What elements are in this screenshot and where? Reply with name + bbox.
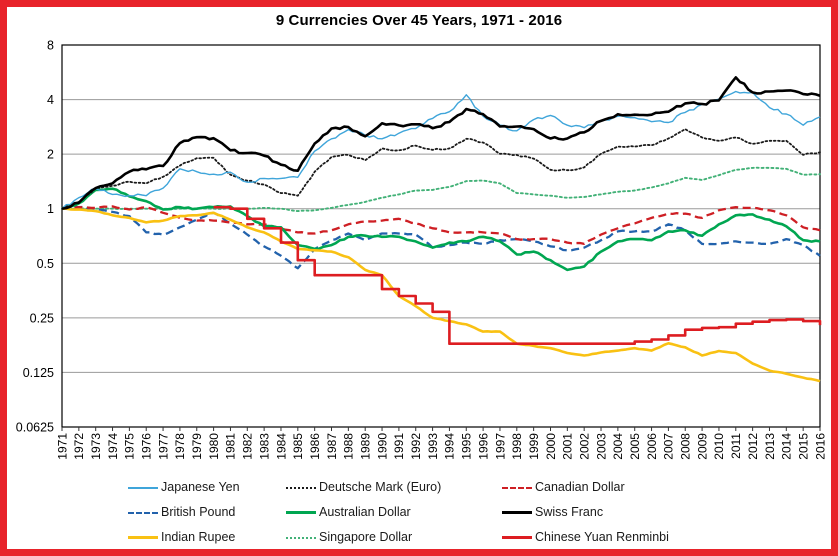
deutsche-mark-line-swatch-icon bbox=[286, 486, 316, 489]
legend-item-singapore-dollar: Singapore Dollar bbox=[286, 531, 502, 544]
legend-item-canadian-dollar: Canadian Dollar bbox=[502, 481, 752, 494]
chart-title: 9 Currencies Over 45 Years, 1971 - 2016 bbox=[275, 12, 563, 29]
x-axis-label: 1996 bbox=[476, 433, 490, 460]
legend-item-british-pound: British Pound bbox=[128, 506, 286, 519]
series-line-canadian-dollar bbox=[61, 205, 821, 246]
y-axis-label: 0.25 bbox=[30, 311, 54, 325]
x-axis-label: 1973 bbox=[89, 433, 103, 460]
canadian-dollar-line-swatch-icon bbox=[502, 486, 532, 489]
x-axis-label: 1991 bbox=[392, 433, 406, 460]
singapore-dollar-line-swatch-icon bbox=[286, 536, 316, 539]
legend-label: British Pound bbox=[161, 505, 236, 520]
x-axis-label: 2012 bbox=[746, 433, 760, 460]
plot-border bbox=[61, 44, 821, 428]
legend-label: Singapore Dollar bbox=[319, 530, 413, 545]
x-axis-label: 1987 bbox=[325, 433, 339, 460]
y-axis-label: 4 bbox=[47, 93, 54, 107]
legend-item-australian-dollar: Australian Dollar bbox=[286, 506, 502, 519]
x-axis-label: 2014 bbox=[780, 433, 794, 460]
series-line-australian-dollar bbox=[61, 187, 821, 272]
y-axis-label: 0.0625 bbox=[16, 421, 54, 435]
y-axis-label: 0.125 bbox=[23, 366, 54, 380]
x-axis-label: 2004 bbox=[611, 433, 625, 460]
x-axis-label: 2001 bbox=[561, 433, 575, 460]
legend-label: Canadian Dollar bbox=[535, 480, 625, 495]
x-axis-label: 1994 bbox=[443, 433, 457, 460]
legend-item-deutsche-mark: Deutsche Mark (Euro) bbox=[286, 481, 502, 494]
y-axis-label: 8 bbox=[47, 39, 54, 53]
legend-label: Chinese Yuan Renminbi bbox=[535, 530, 669, 545]
x-axis-label: 2013 bbox=[763, 433, 777, 460]
legend-label: Swiss Franc bbox=[535, 505, 604, 520]
y-axis-label: 0.5 bbox=[37, 257, 54, 271]
series-line-swiss-franc bbox=[61, 76, 821, 210]
x-axis-label: 1975 bbox=[123, 433, 137, 460]
indian-rupee-line-swatch-icon bbox=[128, 536, 158, 539]
x-axis-label: 1990 bbox=[375, 433, 389, 460]
australian-dollar-line-swatch-icon bbox=[286, 511, 316, 514]
legend-label: Deutsche Mark (Euro) bbox=[319, 480, 442, 495]
x-axis-label: 1974 bbox=[106, 433, 120, 460]
x-axis-label: 1980 bbox=[207, 433, 221, 460]
legend-label: Australian Dollar bbox=[319, 505, 411, 520]
x-axis-label: 1976 bbox=[140, 433, 154, 460]
series-line-japanese-yen bbox=[61, 90, 821, 210]
legend-item-chinese-yuan: Chinese Yuan Renminbi bbox=[502, 531, 752, 544]
legend-item-japanese-yen: Japanese Yen bbox=[128, 481, 286, 494]
x-axis-label: 1997 bbox=[493, 433, 507, 460]
japanese-yen-line-swatch-icon bbox=[128, 486, 158, 489]
swiss-franc-line-swatch-icon bbox=[502, 511, 532, 514]
x-axis-label: 2006 bbox=[645, 433, 659, 460]
x-axis-label: 2011 bbox=[729, 433, 743, 459]
x-axis-label: 1978 bbox=[173, 433, 187, 460]
x-axis-label: 2016 bbox=[813, 433, 827, 460]
british-pound-line-swatch-icon bbox=[128, 511, 158, 514]
legend-label: Indian Rupee bbox=[161, 530, 236, 545]
x-axis-label: 1986 bbox=[308, 433, 322, 460]
x-axis-label: 2008 bbox=[679, 433, 693, 460]
chinese-yuan-line-swatch-icon bbox=[502, 536, 532, 539]
series-line-indian-rupee bbox=[62, 207, 821, 383]
x-axis-label: 2005 bbox=[628, 433, 642, 460]
x-axis-label: 1977 bbox=[156, 433, 170, 460]
x-axis-label: 2007 bbox=[662, 433, 676, 460]
x-axis-label: 2002 bbox=[577, 433, 591, 460]
x-axis-label: 1972 bbox=[72, 433, 86, 460]
x-axis-label: 1989 bbox=[359, 433, 373, 460]
x-axis-label: 2003 bbox=[594, 433, 608, 460]
x-axis-label: 2009 bbox=[695, 433, 709, 460]
x-axis-label: 1998 bbox=[510, 433, 524, 460]
chart-legend: Japanese Yen Deutsche Mark (Euro) Canadi… bbox=[128, 475, 752, 549]
y-axis-label: 2 bbox=[47, 148, 54, 162]
series-line-chinese-yuan-renminbi bbox=[213, 205, 822, 345]
x-axis-label: 1984 bbox=[274, 433, 288, 460]
legend-label: Japanese Yen bbox=[161, 480, 240, 495]
x-axis-label: 1983 bbox=[257, 433, 271, 460]
y-axis-label: 1 bbox=[47, 202, 54, 216]
x-axis-label: 1971 bbox=[55, 433, 69, 460]
x-axis-label: 2010 bbox=[712, 433, 726, 460]
legend-item-swiss-franc: Swiss Franc bbox=[502, 506, 752, 519]
x-axis-label: 1995 bbox=[460, 433, 474, 460]
series-line-singapore-dollar bbox=[61, 166, 821, 213]
legend-item-indian-rupee: Indian Rupee bbox=[128, 531, 286, 544]
x-axis-label: 1999 bbox=[527, 433, 541, 460]
x-axis-label: 1982 bbox=[241, 433, 255, 460]
series-line-deutsche-mark-euro- bbox=[61, 128, 821, 210]
x-axis-label: 1979 bbox=[190, 433, 204, 460]
x-axis-label: 2015 bbox=[796, 433, 810, 460]
x-axis-label: 1993 bbox=[426, 433, 440, 460]
x-axis-label: 1992 bbox=[409, 433, 423, 460]
x-axis-label: 2000 bbox=[544, 433, 558, 460]
x-axis-label: 1981 bbox=[224, 433, 238, 460]
x-axis-label: 1985 bbox=[291, 433, 305, 460]
series-line-british-pound bbox=[61, 205, 821, 270]
x-axis-label: 1988 bbox=[342, 433, 356, 460]
